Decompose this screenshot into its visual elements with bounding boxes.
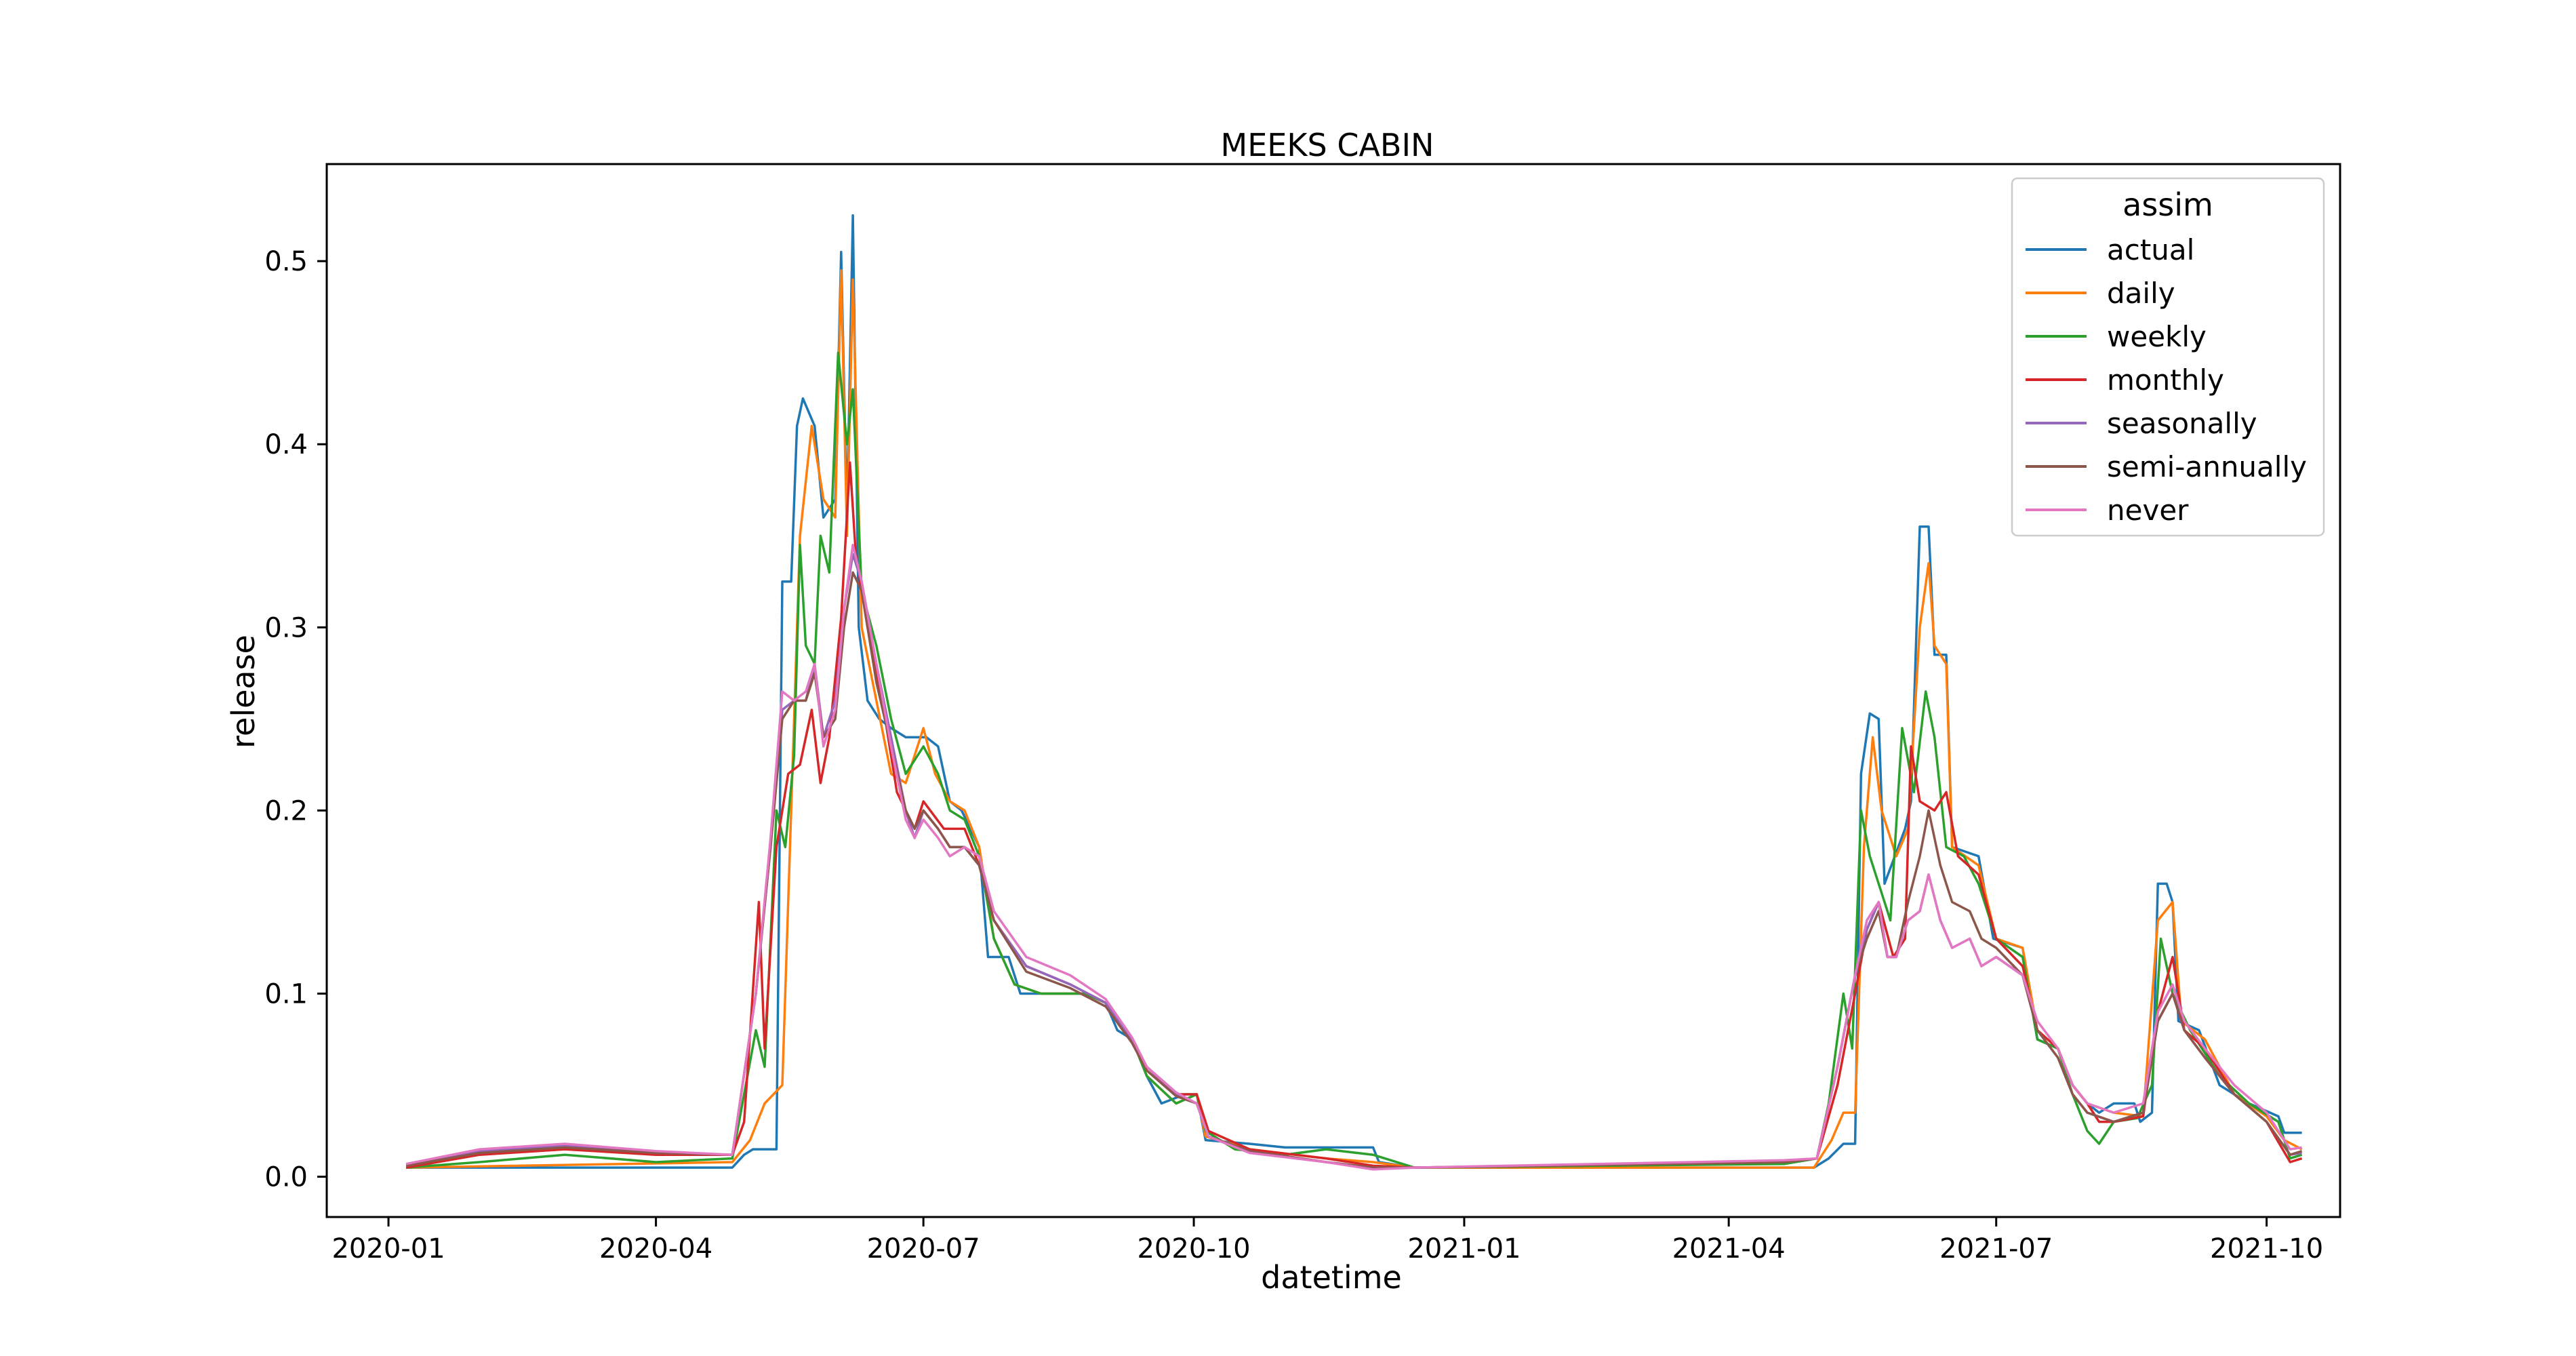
series-line-semi-annually xyxy=(405,571,2303,1169)
x-tick-label: 2020-10 xyxy=(1137,1233,1250,1264)
legend-items: actual daily weekly monthly seasonally semi-a… xyxy=(2026,233,2307,527)
series-layer xyxy=(405,214,2303,1171)
series-line-monthly xyxy=(405,461,2303,1169)
legend-label-semi-annually: semi-annually xyxy=(2107,450,2307,483)
plot-frame xyxy=(325,163,2341,1218)
series-line-never xyxy=(405,544,2302,1171)
y-axis-label: release xyxy=(225,635,262,749)
x-axis-ticks: 2020-01 2020-04 2020-07 2020-10 2021-01 2021-… xyxy=(331,1217,2323,1264)
x-tick-label: 2021-10 xyxy=(2210,1233,2323,1264)
x-tick-label: 2020-01 xyxy=(331,1233,445,1264)
y-tick-label: 0.1 xyxy=(264,978,308,1010)
x-tick-label: 2021-01 xyxy=(1407,1233,1521,1264)
x-tick-label: 2021-04 xyxy=(1672,1233,1786,1264)
x-axis-label: datetime xyxy=(1261,1259,1402,1296)
legend-label-daily: daily xyxy=(2107,277,2175,310)
series-line-seasonally xyxy=(405,553,2302,1169)
legend-label-seasonally: seasonally xyxy=(2107,407,2257,440)
legend: assim actual daily weekly monthly seasonally… xyxy=(2011,177,2325,537)
legend-label-weekly: weekly xyxy=(2107,320,2207,353)
legend-box xyxy=(2011,177,2325,537)
legend-label-never: never xyxy=(2107,494,2189,527)
y-tick-label: 0.0 xyxy=(264,1162,308,1193)
legend-title: assim xyxy=(2122,186,2213,223)
x-tick-label: 2021-07 xyxy=(1939,1233,2053,1264)
x-tick-label: 2020-04 xyxy=(599,1233,712,1264)
y-tick-label: 0.5 xyxy=(264,246,308,277)
legend-label-actual: actual xyxy=(2107,233,2194,266)
y-tick-label: 0.4 xyxy=(264,429,308,460)
legend-label-monthly: monthly xyxy=(2107,363,2224,397)
x-tick-label: 2020-07 xyxy=(867,1233,980,1264)
y-axis-ticks: 0.0 0.1 0.2 0.3 0.4 0.5 xyxy=(264,246,327,1193)
y-tick-label: 0.3 xyxy=(264,612,308,643)
chart-title: MEEKS CABIN xyxy=(1221,127,1434,163)
y-tick-label: 0.2 xyxy=(264,795,308,826)
